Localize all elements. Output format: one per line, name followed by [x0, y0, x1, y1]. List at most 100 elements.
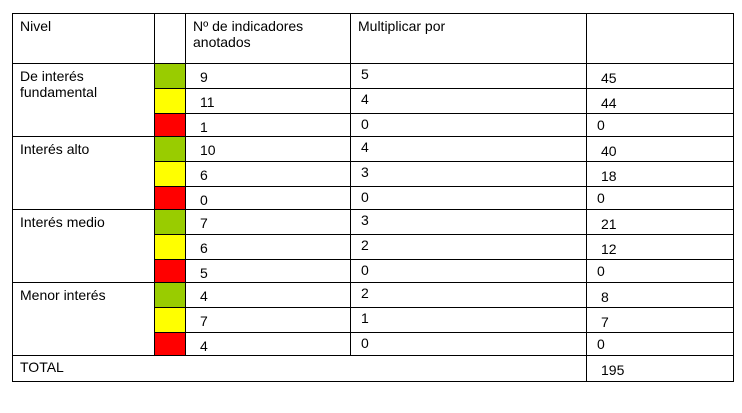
indicator-count: 4	[200, 338, 208, 354]
result-cell: 18	[586, 161, 734, 187]
header-row: Nivel Nº de indicadores anotados Multipl…	[12, 13, 734, 64]
color-swatch-green	[154, 209, 186, 235]
level-cell: Interés alto	[12, 136, 155, 210]
total-value-cell: 195	[586, 355, 734, 382]
color-swatch-red	[154, 259, 186, 283]
multiplier-value: 5	[361, 66, 369, 82]
color-swatch-yellow	[154, 234, 186, 260]
header-color	[154, 13, 186, 64]
result-cell: 40	[586, 136, 734, 162]
total-row: TOTAL 195	[12, 355, 734, 382]
level-cell: Interés medio	[12, 209, 155, 283]
indicator-count: 0	[200, 192, 208, 208]
multiplier-cell: 4	[350, 136, 587, 162]
color-swatch-green	[154, 63, 186, 89]
table-row: 11 4 44	[13, 88, 734, 114]
indicator-count: 9	[200, 69, 208, 85]
color-swatch-red	[154, 113, 186, 137]
result-value: 0	[597, 190, 605, 206]
result-cell: 44	[586, 88, 734, 114]
header-multiplicar: Multiplicar por	[350, 13, 587, 64]
indicator-count-cell: 9	[185, 63, 351, 89]
result-value: 0	[597, 117, 605, 133]
result-value: 18	[601, 168, 617, 184]
indicator-count: 6	[200, 240, 208, 256]
indicator-count: 10	[200, 142, 216, 158]
level-cell: De interés fundamental	[12, 63, 155, 137]
result-value: 7	[601, 314, 609, 330]
result-cell: 21	[586, 209, 734, 235]
level-label: Interés medio	[20, 214, 105, 230]
multiplier-value: 1	[361, 310, 369, 326]
color-swatch-yellow	[154, 307, 186, 333]
multiplier-value: 2	[361, 285, 369, 301]
level-label: Menor interés	[20, 287, 106, 303]
result-cell: 8	[586, 282, 734, 308]
multiplier-cell: 0	[350, 186, 587, 210]
header-nivel: Nivel	[12, 13, 155, 64]
table-row: Menor interés 4 2 8	[12, 282, 734, 356]
multiplier-value: 4	[361, 139, 369, 155]
result-value: 0	[597, 336, 605, 352]
table-row: Interés alto 10 4 40	[12, 136, 734, 210]
indicator-count-cell: 6	[185, 234, 351, 260]
multiplier-cell: 0	[350, 332, 587, 356]
result-value: 12	[601, 241, 617, 257]
indicator-count-cell: 4	[185, 282, 351, 308]
result-value: 44	[601, 95, 617, 111]
color-swatch-green	[154, 136, 186, 162]
indicator-count: 5	[200, 265, 208, 281]
result-value: 8	[601, 289, 609, 305]
table-row: 5 0 0	[13, 259, 734, 283]
table-row: 0 0 0	[13, 186, 734, 210]
multiplier-cell: 2	[350, 234, 587, 260]
indicator-count-cell: 5	[185, 259, 351, 283]
result-cell: 0	[586, 186, 734, 210]
table-row: 1 0 0	[13, 113, 734, 137]
multiplier-value: 2	[361, 237, 369, 253]
result-cell: 0	[586, 332, 734, 356]
indicator-count-cell: 10	[185, 136, 351, 162]
result-cell: 0	[586, 113, 734, 137]
multiplier-cell: 0	[350, 113, 587, 137]
indicator-count-cell: 4	[185, 332, 351, 356]
total-label: TOTAL	[20, 359, 64, 375]
multiplier-cell: 4	[350, 88, 587, 114]
result-value: 0	[597, 263, 605, 279]
header-indicadores: Nº de indicadores anotados	[185, 13, 351, 64]
multiplier-value: 3	[361, 164, 369, 180]
indicator-count-cell: 11	[185, 88, 351, 114]
color-swatch-red	[154, 186, 186, 210]
color-swatch-yellow	[154, 161, 186, 187]
multiplier-value: 0	[361, 262, 369, 278]
indicator-count-cell: 1	[185, 113, 351, 137]
result-cell: 0	[586, 259, 734, 283]
multiplier-cell: 1	[350, 307, 587, 333]
multiplier-cell: 5	[350, 63, 587, 89]
result-cell: 7	[586, 307, 734, 333]
color-swatch-red	[154, 332, 186, 356]
indicator-count-cell: 7	[185, 209, 351, 235]
multiplier-value: 3	[361, 212, 369, 228]
level-label: Interés alto	[20, 141, 90, 157]
table-row: De interés fundamental 9 5 45	[12, 63, 734, 137]
total-value: 195	[601, 362, 625, 378]
table-row: 4 0 0	[13, 332, 734, 356]
indicator-count-cell: 7	[185, 307, 351, 333]
result-cell: 45	[586, 63, 734, 89]
indicator-count: 4	[200, 288, 208, 304]
level-label: De interés fundamental	[20, 68, 98, 100]
multiplier-cell: 0	[350, 259, 587, 283]
result-value: 21	[601, 216, 617, 232]
table-row: Interés medio 7 3 21	[12, 209, 734, 283]
level-cell: Menor interés	[12, 282, 155, 356]
color-swatch-green	[154, 282, 186, 308]
header-resultado	[586, 13, 734, 64]
multiplier-cell: 3	[350, 161, 587, 187]
multiplier-value: 0	[361, 189, 369, 205]
multiplier-value: 0	[361, 116, 369, 132]
multiplier-value: 0	[361, 335, 369, 351]
result-cell: 12	[586, 234, 734, 260]
indicator-count-cell: 6	[185, 161, 351, 187]
indicators-table: Nivel Nº de indicadores anotados Multipl…	[12, 13, 734, 382]
